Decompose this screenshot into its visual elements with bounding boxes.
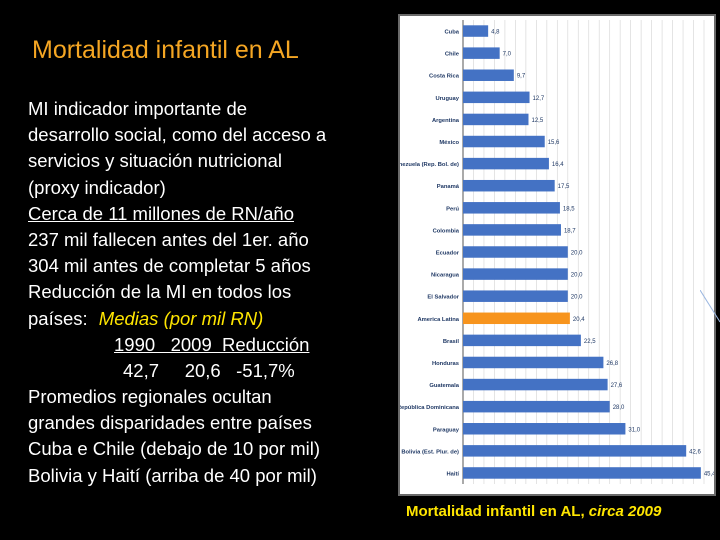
text-line-13: grandes disparidades entre países (28, 412, 312, 434)
value-label: 20,4 (573, 317, 585, 323)
text-line-9-prefix: países: (28, 307, 88, 329)
text-line-8: Reducción de la MI en todos los (28, 281, 292, 303)
bar (463, 69, 514, 81)
bar (463, 224, 561, 236)
bar (463, 268, 568, 280)
category-label: Haití (446, 471, 459, 477)
text-line-9-medias: Medias (por mil RN) (98, 307, 264, 329)
slide-body-text: MI indicador importante de desarrollo so… (28, 96, 398, 489)
bar (463, 135, 545, 148)
text-line-10-text: 1990 2009 Reducción (114, 333, 310, 355)
category-label: Honduras (432, 361, 459, 367)
text-line-9: países: Medias (por mil RN) (28, 306, 398, 332)
bar (463, 290, 568, 302)
value-label: 4,8 (491, 30, 500, 36)
bar (463, 157, 549, 170)
bar (463, 334, 581, 347)
category-label: Nicaragua (431, 273, 460, 279)
chart-caption-main: Mortalidad infantil en AL, (406, 503, 589, 520)
category-label: República Dominicana (398, 405, 460, 411)
bar (463, 246, 568, 258)
bar (463, 356, 604, 369)
category-label: America Latina (417, 317, 459, 323)
value-label: 26,8 (606, 361, 618, 367)
bar (463, 202, 560, 214)
value-label: 20,0 (571, 251, 583, 257)
bar (463, 47, 500, 59)
value-label: 18,5 (563, 206, 575, 212)
category-label: Guatemala (429, 383, 459, 389)
text-line-11: 42,7 20,6 -51,7% (123, 359, 295, 381)
category-label: El Salvador (427, 295, 459, 301)
value-label: 27,6 (611, 383, 623, 389)
text-line-15: Bolivia y Haití (arriba de 40 por mil) (28, 464, 317, 486)
bar (463, 25, 489, 37)
bar (463, 91, 530, 104)
category-label: Cuba (445, 30, 460, 36)
bar (463, 400, 610, 413)
category-label: Argentina (432, 118, 460, 124)
category-label: Chile (445, 52, 460, 58)
text-line-10: 1990 2009 Reducción (28, 332, 398, 358)
category-label: Perú (446, 206, 459, 212)
value-label: 16,4 (552, 162, 564, 168)
slide-title: Mortalidad infantil en AL (32, 36, 299, 64)
category-label: Panamá (437, 184, 460, 190)
decorative-line (700, 290, 720, 323)
category-label: Bolivia (Est. Plur. de) (401, 449, 459, 455)
text-line-1: MI indicador importante de (28, 98, 248, 119)
category-label: Ecuador (436, 251, 460, 257)
category-label: Colombia (433, 228, 460, 234)
text-line-6: 237 mil fallecen antes del 1er. año (28, 228, 309, 250)
value-label: 17,5 (558, 184, 570, 190)
category-label: Paraguay (433, 427, 460, 433)
text-line-5: Cerca de 11 millones de RN/año (28, 202, 294, 224)
bar (463, 423, 626, 435)
value-label: 15,6 (548, 140, 560, 146)
chart-caption-italic: circa 2009 (588, 503, 662, 520)
bar-highlight (463, 312, 570, 325)
bar (463, 113, 529, 126)
bar (463, 378, 608, 391)
bar (463, 467, 701, 479)
category-label: Uruguay (435, 96, 459, 102)
text-line-4: (proxy indicador) (28, 176, 166, 198)
value-label: 9,7 (517, 74, 526, 80)
category-label: Brasil (443, 339, 460, 345)
category-label: Costa Rica (429, 74, 460, 80)
category-label: México (439, 140, 459, 146)
bar-chart: Cuba 4,8 Chile 7,0 Costa Rica 9,7 Uruguay 12,7 A… (398, 20, 716, 484)
text-line-14: Cuba e Chile (debajo de 10 por mil) (28, 438, 321, 460)
text-line-3: servicios y situación nutricional (28, 150, 282, 172)
value-label: 20,0 (571, 295, 583, 301)
value-label: 18,7 (564, 228, 576, 234)
category-label: Venezuela (Rep. Bol. de) (398, 162, 459, 168)
value-label: 28,0 (613, 405, 625, 411)
text-line-7: 304 mil antes de completar 5 años (28, 255, 311, 277)
bar (463, 179, 555, 192)
bar (463, 445, 687, 457)
value-label: 31,0 (628, 427, 640, 433)
value-label: 12,7 (533, 96, 545, 102)
value-label: 22,5 (584, 339, 596, 345)
value-label: 42,6 (689, 449, 701, 455)
value-label: 12,5 (531, 118, 543, 124)
value-label: 7,0 (503, 52, 512, 58)
text-line-2: desarrollo social, como del acceso a (28, 124, 327, 146)
value-label: 45,4 (704, 471, 716, 477)
chart-caption: Mortalidad infantil en AL, circa 2009 (406, 503, 661, 520)
chart-panel: Cuba 4,8 Chile 7,0 Costa Rica 9,7 Uruguay 12,7 A… (398, 14, 716, 496)
value-label: 20,0 (571, 273, 583, 279)
text-line-12: Promedios regionales ocultan (28, 386, 272, 408)
